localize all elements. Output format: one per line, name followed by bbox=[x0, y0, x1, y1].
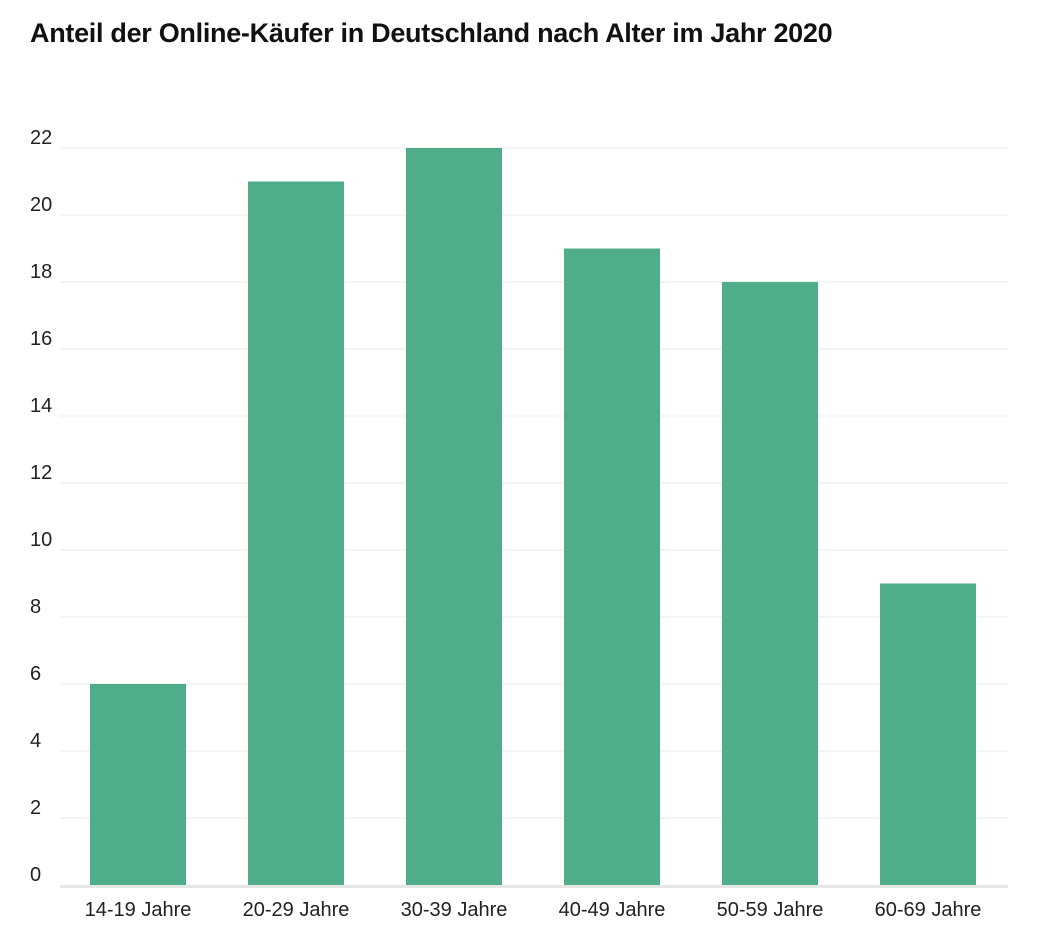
y-tick-label: 14 bbox=[30, 395, 52, 417]
y-tick-label: 18 bbox=[30, 261, 52, 283]
chart-title: Anteil der Online-Käufer in Deutschland … bbox=[30, 18, 833, 48]
x-tick-label: 50-59 Jahre bbox=[717, 899, 824, 921]
y-tick-label: 16 bbox=[30, 328, 52, 350]
x-tick-label: 60-69 Jahre bbox=[875, 899, 982, 921]
y-tick-label: 22 bbox=[30, 127, 52, 149]
bar-50-59-jahre bbox=[722, 282, 818, 885]
bar-14-19-jahre bbox=[90, 684, 186, 885]
x-tick-label: 20-29 Jahre bbox=[243, 899, 350, 921]
x-axis-ticks: 14-19 Jahre 20-29 Jahre 30-39 Jahre 40-49 J… bbox=[85, 899, 982, 921]
bar-20-29-jahre bbox=[248, 181, 344, 885]
y-tick-label: 12 bbox=[30, 462, 52, 484]
y-tick-label: 20 bbox=[30, 194, 52, 216]
y-tick-label: 4 bbox=[30, 730, 41, 752]
gridlines bbox=[60, 147, 1008, 819]
y-tick-label: 10 bbox=[30, 529, 52, 551]
y-tick-label: 8 bbox=[30, 596, 41, 618]
y-axis-ticks: 0 2 4 6 8 10 12 14 16 18 20 22 bbox=[30, 127, 52, 886]
x-tick-label: 14-19 Jahre bbox=[85, 899, 192, 921]
x-tick-label: 40-49 Jahre bbox=[559, 899, 666, 921]
bar-60-69-jahre bbox=[880, 583, 976, 885]
bar-30-39-jahre bbox=[406, 148, 502, 885]
x-tick-label: 30-39 Jahre bbox=[401, 899, 508, 921]
y-tick-label: 0 bbox=[30, 864, 41, 886]
y-tick-label: 2 bbox=[30, 797, 41, 819]
bar-40-49-jahre bbox=[564, 248, 660, 885]
y-tick-label: 6 bbox=[30, 663, 41, 685]
bars bbox=[90, 148, 976, 885]
